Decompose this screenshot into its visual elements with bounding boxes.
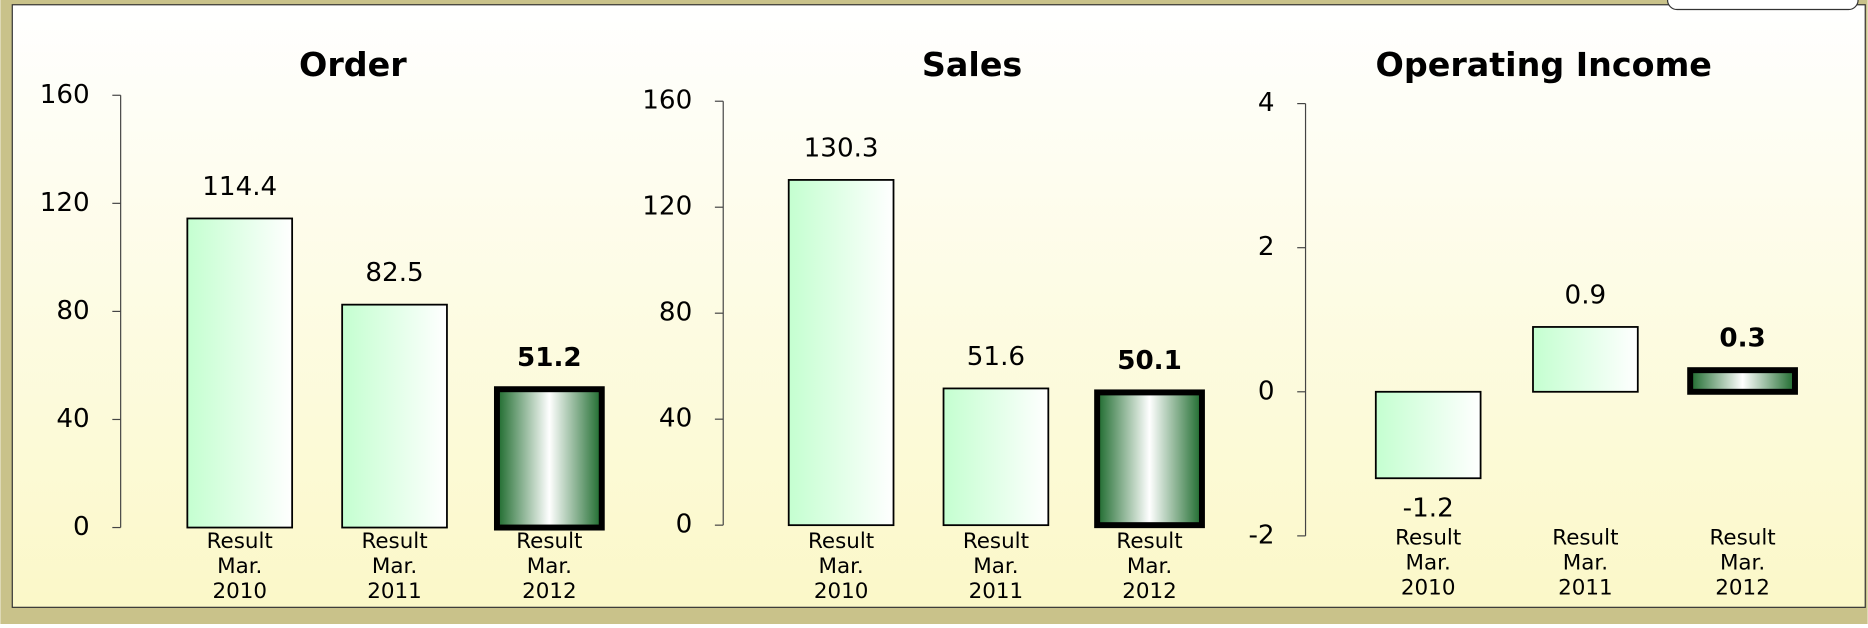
- x-tick-label: Result: [963, 529, 1029, 554]
- y-tick-label: 0: [73, 512, 90, 542]
- x-tick-label: 2010: [1401, 575, 1456, 600]
- y-tick-label: 160: [40, 80, 90, 110]
- y-tick-label: 120: [642, 192, 692, 222]
- bar: [341, 303, 448, 529]
- x-tick-label: Mar.: [1720, 550, 1765, 575]
- x-tick-label: Mar.: [217, 554, 262, 579]
- x-tick-label: Result: [361, 529, 427, 554]
- background: [11, 4, 1866, 608]
- x-tick-label: 2012: [522, 579, 577, 604]
- bar: [787, 179, 895, 527]
- x-tick-label: Result: [1552, 525, 1618, 550]
- x-tick-label: Mar.: [1127, 554, 1172, 579]
- value-label: 51.2: [517, 343, 582, 373]
- bar: [1687, 367, 1798, 395]
- y-tick-label: 80: [659, 298, 692, 328]
- y-tick-label: 80: [56, 296, 89, 326]
- y-tick-label: -2: [1248, 520, 1274, 550]
- x-tick-label: Mar.: [1563, 550, 1608, 575]
- x-tick-label: Result: [1395, 525, 1461, 550]
- x-tick-label: 2012: [1122, 579, 1177, 604]
- y-tick-label: 40: [659, 404, 692, 434]
- value-label: 50.1: [1117, 346, 1182, 376]
- bar: [493, 386, 605, 531]
- chart-title: Order: [299, 45, 407, 84]
- x-tick-label: Result: [808, 529, 874, 554]
- bar: [186, 217, 294, 529]
- y-tick-label: 160: [642, 86, 692, 116]
- x-tick-label: 2010: [814, 579, 869, 604]
- bar: [1094, 389, 1205, 529]
- y-tick-label: 120: [40, 188, 90, 218]
- bar: [942, 387, 1050, 527]
- value-label: 51.6: [967, 342, 1025, 372]
- bar: [1532, 326, 1639, 393]
- x-tick-label: 2012: [1715, 575, 1770, 600]
- value-label: 0.9: [1565, 280, 1607, 310]
- y-tick-label: 4: [1258, 88, 1275, 118]
- value-label: 130.3: [804, 133, 879, 163]
- charts: Order04080120160114.4ResultMar.201082.5R…: [40, 45, 1798, 604]
- value-label: 0.3: [1719, 324, 1765, 354]
- value-label: -1.2: [1403, 494, 1454, 524]
- corner-box: [1666, 0, 1859, 11]
- y-tick-label: 0: [1258, 376, 1275, 406]
- value-label: 82.5: [365, 258, 423, 288]
- chart-title: Operating Income: [1376, 45, 1712, 84]
- x-tick-label: Mar.: [973, 554, 1018, 579]
- value-label: 114.4: [202, 172, 277, 202]
- x-tick-label: Result: [1116, 529, 1182, 554]
- chart-title: Sales: [922, 45, 1022, 84]
- x-tick-label: Result: [207, 529, 273, 554]
- y-tick-label: 2: [1258, 232, 1275, 262]
- x-tick-label: 2011: [969, 579, 1024, 604]
- x-tick-label: 2011: [367, 579, 422, 604]
- x-tick-label: Mar.: [372, 554, 417, 579]
- x-tick-label: Mar.: [1406, 550, 1451, 575]
- x-tick-label: Mar.: [818, 554, 863, 579]
- bar: [1374, 390, 1482, 480]
- x-tick-label: 2010: [212, 579, 267, 604]
- x-tick-label: Result: [516, 529, 582, 554]
- x-tick-label: Result: [1709, 525, 1775, 550]
- x-tick-label: Mar.: [527, 554, 572, 579]
- y-tick-label: 0: [676, 510, 693, 540]
- x-tick-label: 2011: [1558, 575, 1613, 600]
- y-tick-label: 40: [56, 404, 89, 434]
